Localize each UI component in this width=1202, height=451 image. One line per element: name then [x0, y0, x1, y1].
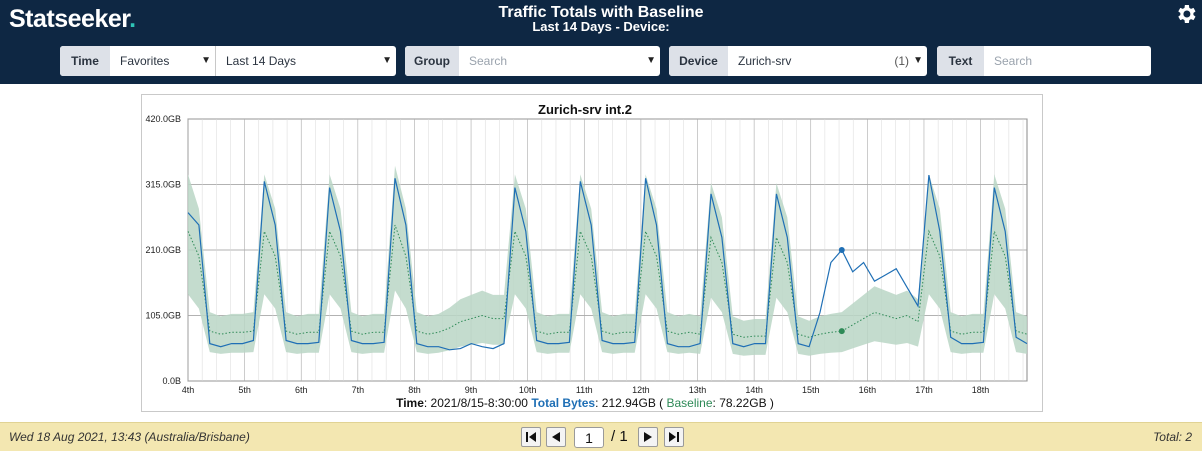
caret-down-icon: ▼ [913, 55, 923, 66]
favorites-select[interactable]: Favorites ▼ [110, 46, 216, 76]
app-logo[interactable]: Statseeker. [9, 5, 136, 33]
device-select[interactable]: Zurich-srv (1) ▼ [738, 54, 923, 68]
traffic-chart-svg[interactable]: Zurich-srv int.2 0.0B 105.0GB 210.0GB 315.0… [142, 95, 1042, 411]
time-filter: Time Favorites ▼ Last 14 Days ▼ [60, 46, 396, 76]
group-filter: Group Search ▼ [405, 46, 660, 76]
status-footer: Wed 18 Aug 2021, 13:43 (Australia/Brisba… [0, 422, 1202, 451]
total-bytes-series-line [187, 174, 1028, 351]
x-tick-label: 14th [745, 385, 763, 395]
time-range-select[interactable]: Last 14 Days ▼ [226, 54, 392, 68]
group-search-input[interactable]: Search ▼ [469, 54, 656, 68]
x-tick-label: 10th [519, 385, 537, 395]
text-search-input[interactable]: Search [994, 54, 1033, 68]
total-count: Total: 2 [1153, 430, 1192, 444]
prev-page-icon [552, 432, 560, 442]
x-tick-label: 15th [802, 385, 820, 395]
chart-title: Zurich-srv int.2 [538, 102, 632, 117]
group-label: Group [405, 46, 459, 76]
page-number-input[interactable] [574, 427, 604, 448]
x-tick-label: 13th [689, 385, 707, 395]
next-page-icon [644, 432, 652, 442]
x-tick-label: 12th [632, 385, 650, 395]
gear-icon[interactable] [1174, 2, 1198, 26]
next-page-button[interactable] [638, 427, 658, 447]
total-bytes-marker [838, 247, 845, 253]
y-tick-label: 210.0GB [145, 245, 181, 255]
x-tick-label: 9th [465, 385, 478, 395]
last-page-icon [669, 432, 679, 442]
x-tick-label: 6th [295, 385, 308, 395]
last-page-button[interactable] [664, 427, 684, 447]
footer-datetime: Wed 18 Aug 2021, 13:43 (Australia/Brisba… [9, 430, 250, 444]
x-tick-label: 11th [576, 385, 593, 395]
caret-down-icon: ▼ [201, 55, 211, 66]
y-tick-label: 0.0B [162, 376, 181, 386]
first-page-button[interactable] [521, 427, 541, 447]
first-page-icon [526, 432, 536, 442]
page-subtitle: Last 14 Days - Device: [532, 19, 670, 34]
x-tick-label: 5th [238, 385, 251, 395]
y-tick-label: 315.0GB [145, 180, 181, 190]
x-tick-label: 4th [182, 385, 195, 395]
chart-readout: Time: 2021/8/15-8:30:00 Total Bytes: 212… [396, 396, 774, 410]
caret-down-icon: ▼ [646, 55, 656, 66]
device-count: (1) [894, 54, 909, 68]
device-filter: Device Zurich-srv (1) ▼ [669, 46, 927, 76]
x-tick-label: 16th [859, 385, 877, 395]
time-label: Time [60, 46, 110, 76]
page-count: / 1 [611, 428, 628, 445]
baseline-marker [838, 328, 845, 335]
top-bar: Statseeker. Traffic Totals with Baseline… [0, 0, 1202, 84]
x-tick-label: 8th [408, 385, 421, 395]
y-tick-label: 420.0GB [145, 114, 181, 124]
text-label: Text [937, 46, 984, 76]
device-label: Device [669, 46, 728, 76]
y-tick-label: 105.0GB [145, 311, 181, 321]
baseline-band [188, 165, 1027, 356]
x-tick-label: 7th [352, 385, 365, 395]
page-title: Traffic Totals with Baseline [498, 4, 704, 21]
text-filter: Text Search [937, 46, 1151, 76]
caret-down-icon: ▼ [382, 55, 392, 66]
prev-page-button[interactable] [546, 427, 566, 447]
traffic-chart: Zurich-srv int.2 0.0B 105.0GB 210.0GB 315.0… [141, 94, 1043, 412]
x-tick-label: 18th [972, 385, 990, 395]
x-tick-label: 17th [915, 385, 933, 395]
